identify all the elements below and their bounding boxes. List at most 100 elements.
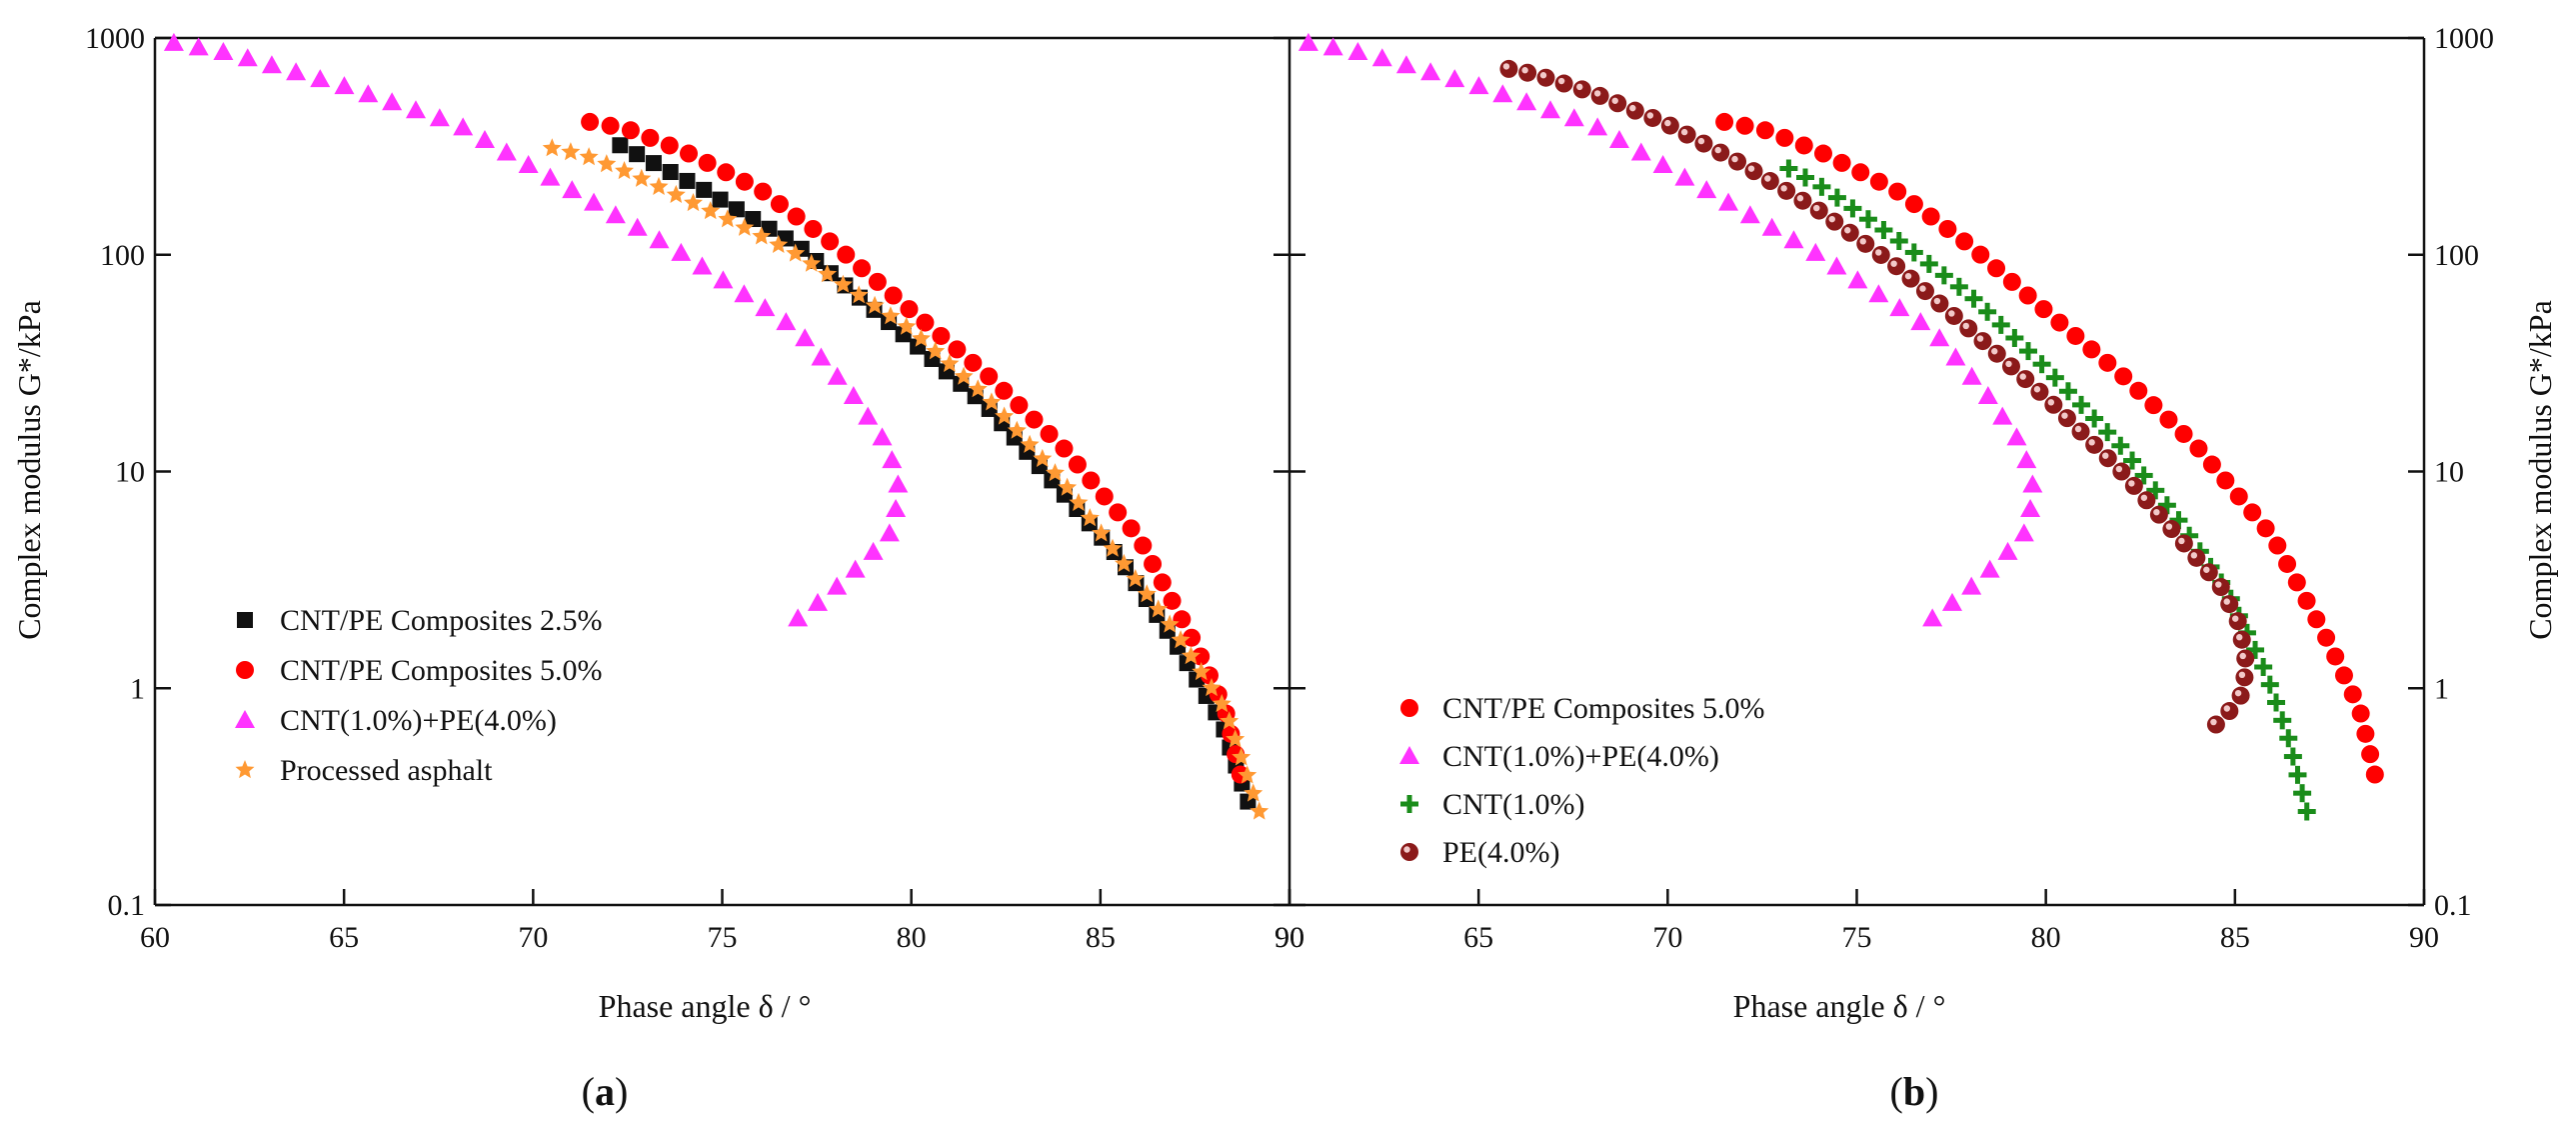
panel-a-series-3-point bbox=[163, 32, 184, 51]
panel-b-series-1-point bbox=[2356, 724, 2375, 743]
panel-a-x-axis-title: Phase angle δ / ° bbox=[599, 988, 812, 1024]
panel-b-x-tick-label: 65 bbox=[1463, 921, 1493, 954]
panel-b-series-4-point bbox=[1660, 116, 1679, 135]
panel-b-series-3-point bbox=[1964, 289, 1983, 308]
panel-a-series-3-point bbox=[886, 498, 907, 517]
panel-b-series-1-point bbox=[1971, 245, 1990, 264]
panel-b-y-ticks: 0.1 1 10 100 1000 bbox=[2408, 22, 2494, 922]
panel-b-series-3-point bbox=[2169, 511, 2188, 530]
panel-b-series-2-point bbox=[1608, 129, 1629, 148]
panel-a-series-4-point bbox=[632, 168, 652, 187]
panel-a-series-2-point bbox=[821, 232, 840, 251]
panel-b-series-4-point bbox=[2044, 395, 2063, 414]
panel-a-series-4-point bbox=[597, 154, 617, 173]
panel-a-series-3-point bbox=[540, 167, 561, 186]
panel-a-series-2-point bbox=[735, 172, 754, 191]
panel-a-series-3-point bbox=[358, 84, 379, 103]
panel-b-series-1-point bbox=[2144, 396, 2163, 415]
panel-a-series-3-point bbox=[649, 230, 670, 249]
panel-b-series-2-point bbox=[1826, 256, 1847, 275]
panel-b-series-2-point bbox=[2022, 474, 2043, 493]
panel-b-series-3-point bbox=[1889, 231, 1908, 250]
panel-a-series-4-point bbox=[833, 274, 853, 293]
panel-a-series-4-point bbox=[752, 226, 772, 245]
panel-b-series-3-point bbox=[2157, 496, 2176, 515]
panel-a-series-3-point bbox=[584, 192, 605, 211]
panel-b-series-1 bbox=[1715, 112, 2384, 784]
panel-b-series-3-point bbox=[1858, 210, 1877, 229]
panel-b-series-1-point bbox=[1921, 207, 1940, 226]
panel-a-y-tick-label: 1 bbox=[130, 672, 145, 705]
panel-a-x-tick-label: 80 bbox=[897, 921, 927, 954]
panel-b-x-tick-label: 70 bbox=[1652, 921, 1682, 954]
panel-a-series-4-point bbox=[1137, 584, 1157, 603]
panel-a-series-2-point bbox=[660, 136, 679, 155]
panel-a-series-3-point bbox=[496, 142, 517, 161]
panel-a-series-2-point bbox=[581, 112, 600, 131]
panel-b-legend: CNT/PE Composites 5.0% CNT(1.0%)+PE(4.0%… bbox=[1399, 692, 1765, 869]
panel-a-series-4-point bbox=[684, 193, 703, 212]
panel-b-series-2-point bbox=[1563, 108, 1584, 127]
panel-b-series-2-point bbox=[1420, 62, 1441, 81]
panel-b-series-4-point bbox=[1625, 101, 1644, 120]
panel-a-legend-marker-2 bbox=[236, 661, 254, 679]
panel-a-series-3-point bbox=[882, 450, 903, 469]
panel-a-series-4-point bbox=[615, 161, 634, 180]
panel-a-series-2-point bbox=[884, 286, 903, 305]
panel-b-series-4-point bbox=[2124, 476, 2143, 495]
panel-a-series-2 bbox=[581, 112, 1250, 784]
panel-a-series-2-point bbox=[964, 353, 983, 372]
panel-b-series-4-point bbox=[2098, 449, 2117, 468]
panel-a-series-3-point bbox=[692, 256, 713, 275]
panel-a-series-1-point bbox=[612, 137, 629, 154]
panel-a-series-4-point bbox=[995, 406, 1015, 425]
panel-a-legend-marker-4 bbox=[235, 760, 255, 779]
panel-b-series-1-point bbox=[1888, 182, 1907, 201]
panel-a-series-4-point bbox=[1220, 711, 1240, 730]
panel-a-series-4-point bbox=[1238, 765, 1258, 784]
panel-a-series-3-point bbox=[755, 298, 776, 317]
panel-b-series-2-point bbox=[1977, 386, 1998, 405]
panel-b-series-2-point bbox=[1297, 32, 1318, 51]
panel-a-y-tick-label: 1000 bbox=[85, 22, 145, 55]
panel-a-series-1-point bbox=[728, 201, 745, 218]
panel-a-series-2-point bbox=[1010, 396, 1029, 415]
panel-a-series-3-point bbox=[261, 55, 282, 74]
panel-b-y-tick-label: 1 bbox=[2434, 672, 2449, 705]
panel-a-series-2-point bbox=[932, 326, 951, 345]
panel-a-series-4-point bbox=[561, 142, 581, 161]
panel-b-data-points bbox=[1297, 32, 2384, 821]
panel-a-y-tick-label: 0.1 bbox=[108, 889, 146, 922]
panel-a-series-1-point bbox=[679, 172, 696, 189]
panel-a-series-2-point bbox=[948, 340, 967, 359]
panel-a-series-2-point bbox=[754, 182, 773, 201]
panel-a-series-3-point bbox=[845, 559, 866, 578]
panel-a-series-3-point bbox=[474, 129, 495, 148]
panel-a-series-3-point bbox=[879, 523, 900, 542]
panel-a-series-2-point bbox=[868, 272, 887, 291]
panel-a-x-tick-label: 85 bbox=[1086, 921, 1116, 954]
panel-b-series-4-point bbox=[1930, 294, 1949, 313]
panel-b-series-1-point bbox=[2334, 666, 2353, 685]
panel-b-legend-label-1: CNT/PE Composites 5.0% bbox=[1442, 692, 1765, 725]
panel-a-series-3-point bbox=[788, 608, 809, 627]
panel-a-series-2-point bbox=[641, 128, 660, 147]
panel-b-series-2-point bbox=[1805, 242, 1826, 261]
panel-b-series-3-point bbox=[2273, 711, 2292, 730]
panel-b-series-4-point bbox=[2220, 702, 2239, 721]
panel-b-series-3-point bbox=[2293, 784, 2312, 803]
panel-b-series-3-point bbox=[2279, 729, 2298, 748]
panel-b-series-1-point bbox=[2365, 765, 2384, 784]
panel-a-series-4-point bbox=[701, 201, 721, 220]
panel-b-series-4-point bbox=[2206, 715, 2225, 734]
panel-b-legend-marker-4 bbox=[1400, 843, 1418, 861]
panel-a-y-tick-label: 10 bbox=[115, 456, 145, 489]
panel-a-series-2-point bbox=[1192, 647, 1211, 666]
panel-b-series-4-point bbox=[2211, 578, 2230, 597]
panel-b-series-1-point bbox=[2098, 353, 2117, 372]
panel-b-series-4-point bbox=[1608, 94, 1627, 113]
panel-a-series-3-point bbox=[827, 366, 848, 385]
panel-b-series-3-point bbox=[2032, 355, 2051, 374]
panel-b-series-1-point bbox=[2082, 340, 2101, 359]
panel-b-series-2-point bbox=[1997, 541, 2018, 560]
